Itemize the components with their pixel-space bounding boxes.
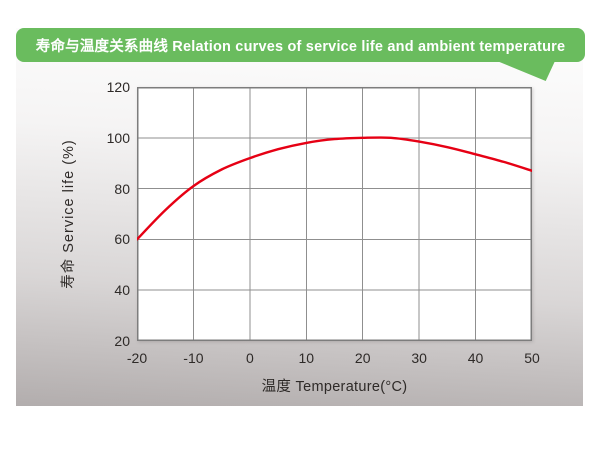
x-tick-label: 30 (411, 350, 427, 366)
x-axis-title: 温度 Temperature(°C) (261, 379, 408, 395)
x-tick-label: -10 (183, 350, 204, 366)
y-tick-label: 80 (114, 180, 130, 197)
y-tick-label: 60 (114, 231, 130, 248)
x-tick-label: 50 (524, 350, 540, 366)
service-life-curve (137, 136, 532, 241)
x-tick-label: 40 (467, 350, 484, 366)
y-tick-label: 40 (114, 282, 130, 299)
plot-border (137, 87, 532, 341)
title-banner: 寿命与温度关系曲线 Relation curves of service lif… (16, 28, 585, 62)
x-tick-label: 20 (354, 350, 371, 366)
x-tick-label: 10 (298, 350, 315, 366)
y-axis-title: 寿命 Service life (%) (61, 139, 77, 289)
y-tick-label: 120 (106, 79, 130, 95)
x-tick-label: 0 (245, 350, 254, 366)
y-tick-label: 20 (114, 333, 130, 349)
plot-area (137, 87, 532, 341)
chart-title: 寿命与温度关系曲线 Relation curves of service lif… (35, 38, 566, 55)
y-tick-label: 100 (106, 129, 130, 146)
x-tick-label: -20 (126, 350, 148, 366)
